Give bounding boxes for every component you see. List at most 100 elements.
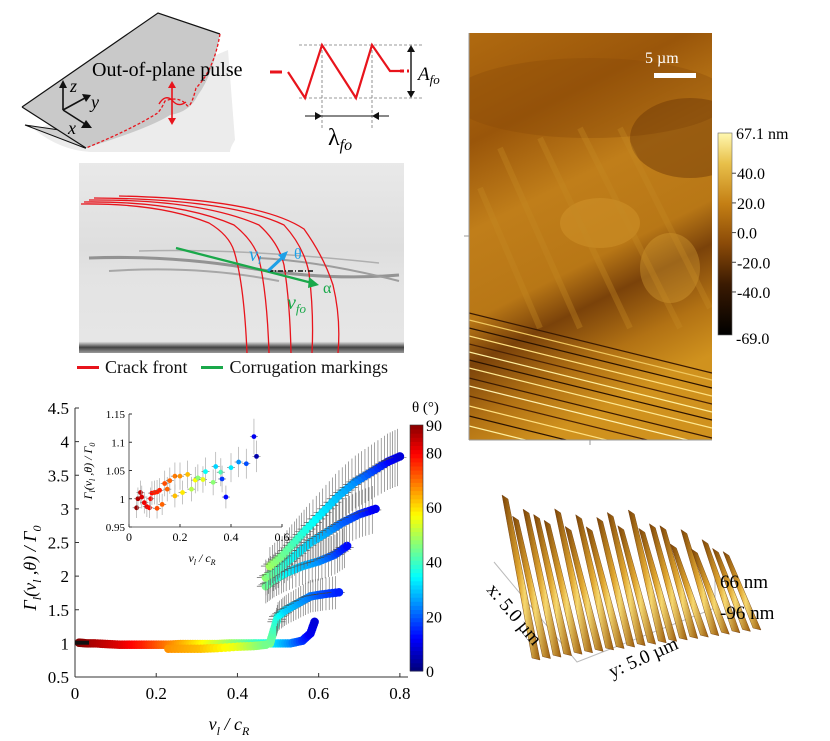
- inset-data-point: [180, 490, 185, 495]
- colorbar-segment: [410, 589, 423, 594]
- crack-legend: Crack front Corrugation markings: [77, 356, 388, 378]
- vfo-arrow-icon: [308, 277, 319, 288]
- colorbar-segment: [410, 654, 423, 660]
- afm3d-ridge: [701, 539, 741, 634]
- inset-y-tick-label: 1.15: [106, 409, 126, 421]
- inset-data-point: [251, 434, 257, 439]
- inset-y-tick-label: 0.95: [106, 522, 126, 534]
- colorbar-tick-label: 90: [426, 418, 442, 435]
- inset-data-point: [218, 469, 224, 475]
- colorbar-segment: [410, 433, 423, 438]
- legend-label-crack-front: Crack front: [105, 356, 188, 377]
- colorbar-segment: [410, 576, 423, 582]
- colorbar-segment: [410, 425, 423, 430]
- colorbar-segment: [410, 609, 423, 615]
- afm3d-ridge: [722, 551, 762, 631]
- crack-front-dashed: [85, 33, 221, 149]
- pulse-label: Out-of-plane pulse: [92, 59, 243, 81]
- inset-data-point: [164, 486, 170, 492]
- afm3d-ridge: [691, 548, 730, 635]
- surface-streaks: [88, 249, 400, 282]
- colorbar-min-label: -69.0: [736, 331, 769, 348]
- inset-data-point: [254, 453, 259, 459]
- colorbar-segment: [410, 457, 423, 463]
- inset-data-point: [148, 496, 154, 502]
- afm3d-ridge: [617, 525, 657, 645]
- legend-swatch-crack-front: [77, 365, 99, 369]
- inset-x-tick-label: 0.6: [275, 530, 290, 544]
- inset-data-point: [203, 469, 208, 475]
- data-point: [395, 452, 405, 461]
- colorbar-segment: [410, 597, 423, 602]
- colorbar-segment: [410, 543, 423, 549]
- colorbar-segment: [410, 601, 423, 606]
- colorbar-segment: [410, 642, 423, 647]
- inset-data-point: [177, 473, 183, 479]
- inset-data-point: [223, 494, 229, 500]
- colorbar-max-label: 67.1 nm: [736, 126, 789, 143]
- amplitude-label: Afo: [416, 64, 440, 87]
- afm3d-ridge: [670, 543, 709, 638]
- afm3d-ridge: [659, 525, 699, 639]
- colorbar-segment: [410, 617, 423, 623]
- afm-colorbar-ticks: 40.0 20.0 0.0 -20.0 -40.0: [732, 166, 770, 302]
- main-y-tick-label: 4.5: [48, 399, 69, 418]
- inset-y-tick-label: 1.1: [111, 437, 125, 449]
- afm3d-zmin-label: -96 nm: [720, 603, 775, 624]
- colorbar-segment: [410, 453, 423, 459]
- afm3d-ridge: [627, 509, 667, 644]
- afm3d-ridge: [606, 512, 646, 646]
- colorbar-segment: [410, 437, 423, 442]
- inset-points: [132, 418, 261, 519]
- legend-label-corrugation: Corrugation markings: [229, 356, 388, 377]
- inset-y-tick-label: 1.05: [106, 466, 126, 478]
- z-label: z: [69, 76, 77, 96]
- colorbar-tick-label: 0: [426, 664, 434, 681]
- afm-colorbar: [717, 132, 733, 336]
- vl-arrow-icon: [278, 251, 288, 261]
- scale-bar: [654, 73, 696, 78]
- afm-image: [469, 33, 712, 440]
- inset-data-point: [243, 461, 249, 467]
- crack-front-5: [118, 195, 340, 353]
- data-point: [342, 541, 352, 551]
- inset-data-point: [172, 493, 178, 499]
- colorbar-segment: [410, 572, 423, 578]
- afm3d-ridge: [554, 508, 593, 654]
- inset-data-point: [134, 505, 140, 511]
- main-y-tick-label: 4: [61, 433, 70, 452]
- colorbar-segment: [410, 527, 423, 533]
- colorbar-segment: [410, 466, 423, 471]
- colorbar-segment: [410, 584, 423, 590]
- colorbar-segment: [410, 548, 423, 553]
- colorbar-segment: [410, 531, 423, 537]
- x-axis: [62, 109, 86, 125]
- wavelength-arrow-right: [372, 112, 379, 120]
- main-x-tick-label: 0.2: [146, 684, 167, 703]
- colorbar-segment: [410, 564, 423, 569]
- scale-bar-label: 5 µm: [645, 50, 679, 67]
- crack-front-1: [80, 203, 248, 353]
- afm3d-ridge: [649, 523, 688, 641]
- inset-x-tick-label: 0: [126, 530, 132, 544]
- colorbar-segment: [410, 490, 423, 496]
- colorbar-tick-label: 60: [426, 500, 442, 517]
- inset-axes: 0 0.2 0.4 0.6 0.95 1 1.05 1.1 1.15: [106, 409, 290, 544]
- afm-3d: 66 nm -96 nm x: 5.0 µm y: 5.0 µm: [482, 494, 775, 683]
- colorbar-segment: [410, 486, 423, 492]
- afm3d-ridges: [501, 494, 762, 661]
- crack-front-4: [93, 197, 314, 353]
- colorbar-segment: [410, 498, 423, 504]
- inset-data-point: [138, 490, 143, 495]
- inset-data-point: [219, 476, 225, 482]
- inset-data-point: [172, 473, 178, 479]
- z-arrow-icon: [59, 80, 67, 88]
- inset-data-point: [189, 486, 194, 492]
- alpha-label: α: [323, 280, 332, 297]
- colorbar-tick-label: 40: [426, 555, 442, 572]
- theta-colorbar: 0 20 40 60 80 90: [409, 418, 442, 681]
- main-y-tick-label: 3: [61, 500, 70, 519]
- main-y-tick-label: 3.5: [48, 466, 69, 485]
- wavelength-arrow-left: [315, 112, 322, 120]
- inset-data-point: [167, 478, 173, 484]
